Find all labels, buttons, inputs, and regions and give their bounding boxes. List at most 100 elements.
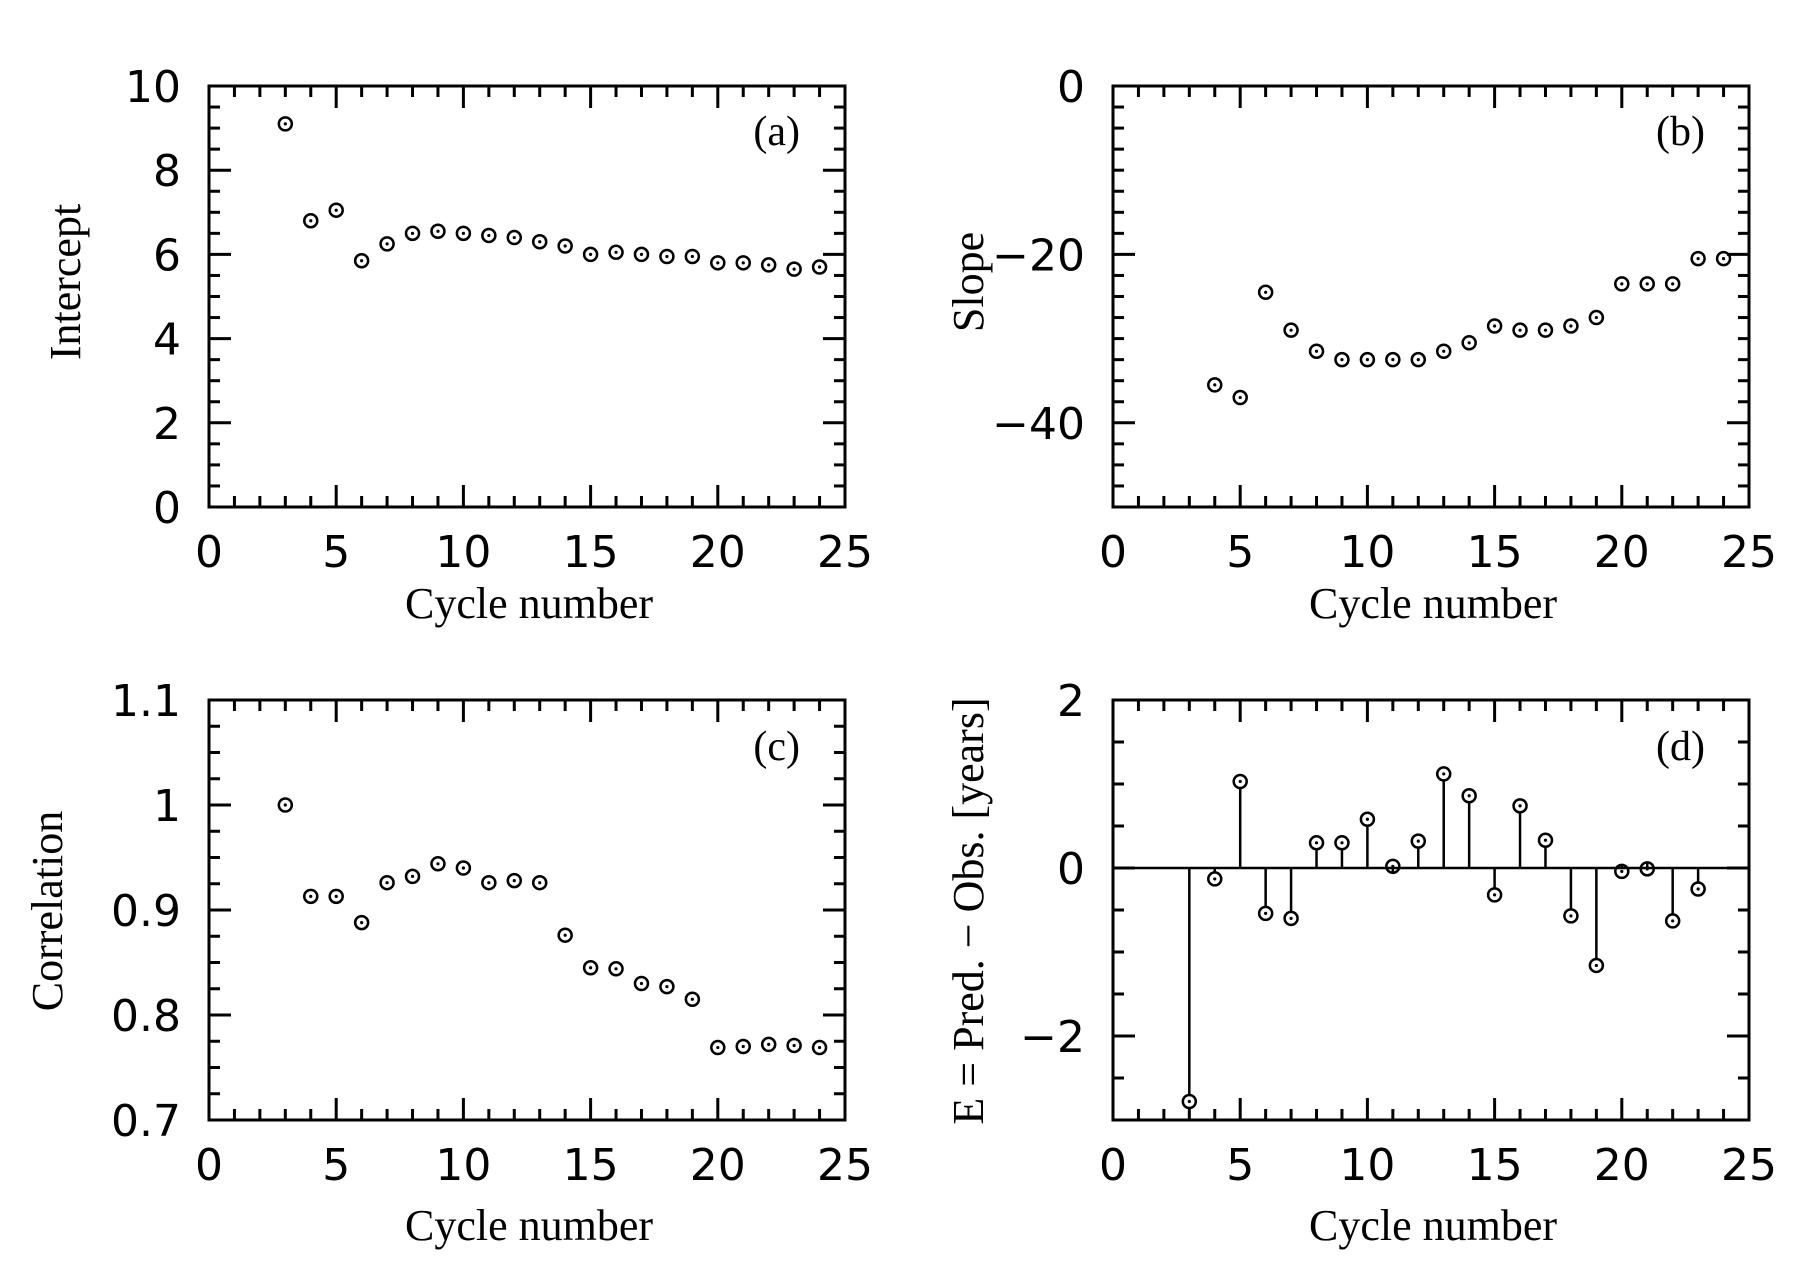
data-point-ring xyxy=(404,225,421,242)
y-tick-label: 0 xyxy=(1057,844,1085,895)
plot-frame xyxy=(1111,698,1751,1122)
data-point-dot xyxy=(1569,914,1573,918)
data-point xyxy=(1486,318,1503,334)
y-tick-label: 0 xyxy=(1057,62,1085,113)
data-point-ring xyxy=(760,257,777,273)
data-point-dot xyxy=(1645,282,1649,286)
data-point-ring xyxy=(1359,351,1376,368)
x-tick-label: 15 xyxy=(563,1140,619,1191)
data-point-dot xyxy=(436,862,440,866)
data-point xyxy=(1207,871,1223,887)
data-point-ring xyxy=(481,874,497,891)
data-point-ring xyxy=(1690,881,1706,897)
data-point xyxy=(1435,766,1452,782)
data-point-ring xyxy=(1283,322,1299,338)
x-tick-label: 10 xyxy=(1339,1140,1395,1191)
x-tick-label: 15 xyxy=(1467,1140,1523,1191)
x-tick-label: 5 xyxy=(322,1140,350,1191)
data-point xyxy=(506,872,523,889)
data-point xyxy=(455,225,472,242)
panel-label: (d) xyxy=(1656,724,1705,770)
data-point-dot xyxy=(1467,794,1471,798)
data-point-dot xyxy=(614,250,618,254)
data-point xyxy=(1639,861,1655,877)
y-axis-label: E = Pred. − Obs. [years] xyxy=(944,697,993,1124)
y-tick-label: 6 xyxy=(153,230,181,281)
data-point-dot xyxy=(385,242,389,246)
data-point-ring xyxy=(1232,389,1248,406)
data-point-dot xyxy=(1696,887,1700,891)
x-tick-label: 25 xyxy=(817,527,873,578)
data-point xyxy=(1181,1093,1198,1110)
data-point-dot xyxy=(589,966,593,970)
x-tick-label: 0 xyxy=(1099,527,1127,578)
plot-frame xyxy=(1111,84,1751,509)
data-point xyxy=(455,860,472,876)
data-point-ring xyxy=(1334,351,1350,368)
data-point-ring xyxy=(303,212,319,229)
data-point-ring xyxy=(1690,250,1706,267)
data-point-dot xyxy=(538,881,542,885)
data-point-dot xyxy=(1543,838,1548,842)
data-point-dot xyxy=(512,235,516,240)
x-axis-label: Cycle number xyxy=(405,1201,653,1250)
data-point xyxy=(557,238,573,254)
plot-frame xyxy=(207,698,847,1122)
data-point xyxy=(1588,309,1605,326)
data-point-ring xyxy=(1715,250,1732,267)
data-point xyxy=(760,257,777,273)
x-tick-label: 20 xyxy=(690,1140,746,1191)
data-point xyxy=(760,1036,777,1053)
data-point-dot xyxy=(741,261,745,265)
x-tick-label: 20 xyxy=(690,527,746,578)
data-point-dot xyxy=(1518,804,1522,808)
data-point-ring xyxy=(277,116,294,132)
data-point-ring xyxy=(582,246,599,263)
data-point-ring xyxy=(1639,861,1655,877)
data-point xyxy=(1664,913,1681,929)
data-point-ring xyxy=(735,1038,751,1055)
data-point-ring xyxy=(710,1039,726,1056)
x-tick-label: 10 xyxy=(1339,527,1395,578)
y-tick-label: 0.9 xyxy=(111,886,181,937)
data-point-ring xyxy=(582,960,599,976)
data-point-ring xyxy=(303,888,319,905)
data-point xyxy=(1715,250,1732,267)
data-point-dot xyxy=(1645,867,1649,871)
data-point-dot xyxy=(1442,772,1446,776)
data-point-dot xyxy=(436,229,440,233)
data-point xyxy=(735,255,751,271)
y-tick-label: 10 xyxy=(125,62,181,113)
data-point xyxy=(506,229,523,246)
data-point-dot xyxy=(385,881,389,885)
panel-label: (c) xyxy=(753,724,800,770)
data-point-dot xyxy=(639,252,644,256)
data-point xyxy=(1486,887,1503,903)
data-point-ring xyxy=(353,252,370,269)
data-point-dot xyxy=(360,921,364,925)
data-point xyxy=(1385,858,1401,875)
data-point-ring xyxy=(735,255,751,271)
data-point-ring xyxy=(1334,835,1350,851)
data-point-dot xyxy=(1238,779,1242,784)
data-point xyxy=(1639,276,1655,292)
data-point xyxy=(1410,833,1427,849)
data-point xyxy=(379,874,395,891)
y-tick-label: 0 xyxy=(153,483,181,534)
data-point xyxy=(1232,773,1248,790)
data-point xyxy=(404,225,421,242)
data-point xyxy=(684,248,701,265)
y-tick-label: 1.1 xyxy=(111,676,181,727)
data-point-dot xyxy=(614,967,618,971)
data-point-dot xyxy=(334,208,338,212)
data-point-dot xyxy=(1493,893,1497,897)
data-point xyxy=(710,255,726,271)
x-tick-label: 25 xyxy=(1721,1140,1777,1191)
data-point-ring xyxy=(1308,835,1325,851)
data-point xyxy=(277,797,294,813)
data-point-dot xyxy=(1594,963,1598,968)
data-point xyxy=(277,116,294,132)
data-point xyxy=(1308,343,1325,359)
data-point-dot xyxy=(309,894,313,898)
data-point xyxy=(1207,377,1223,393)
